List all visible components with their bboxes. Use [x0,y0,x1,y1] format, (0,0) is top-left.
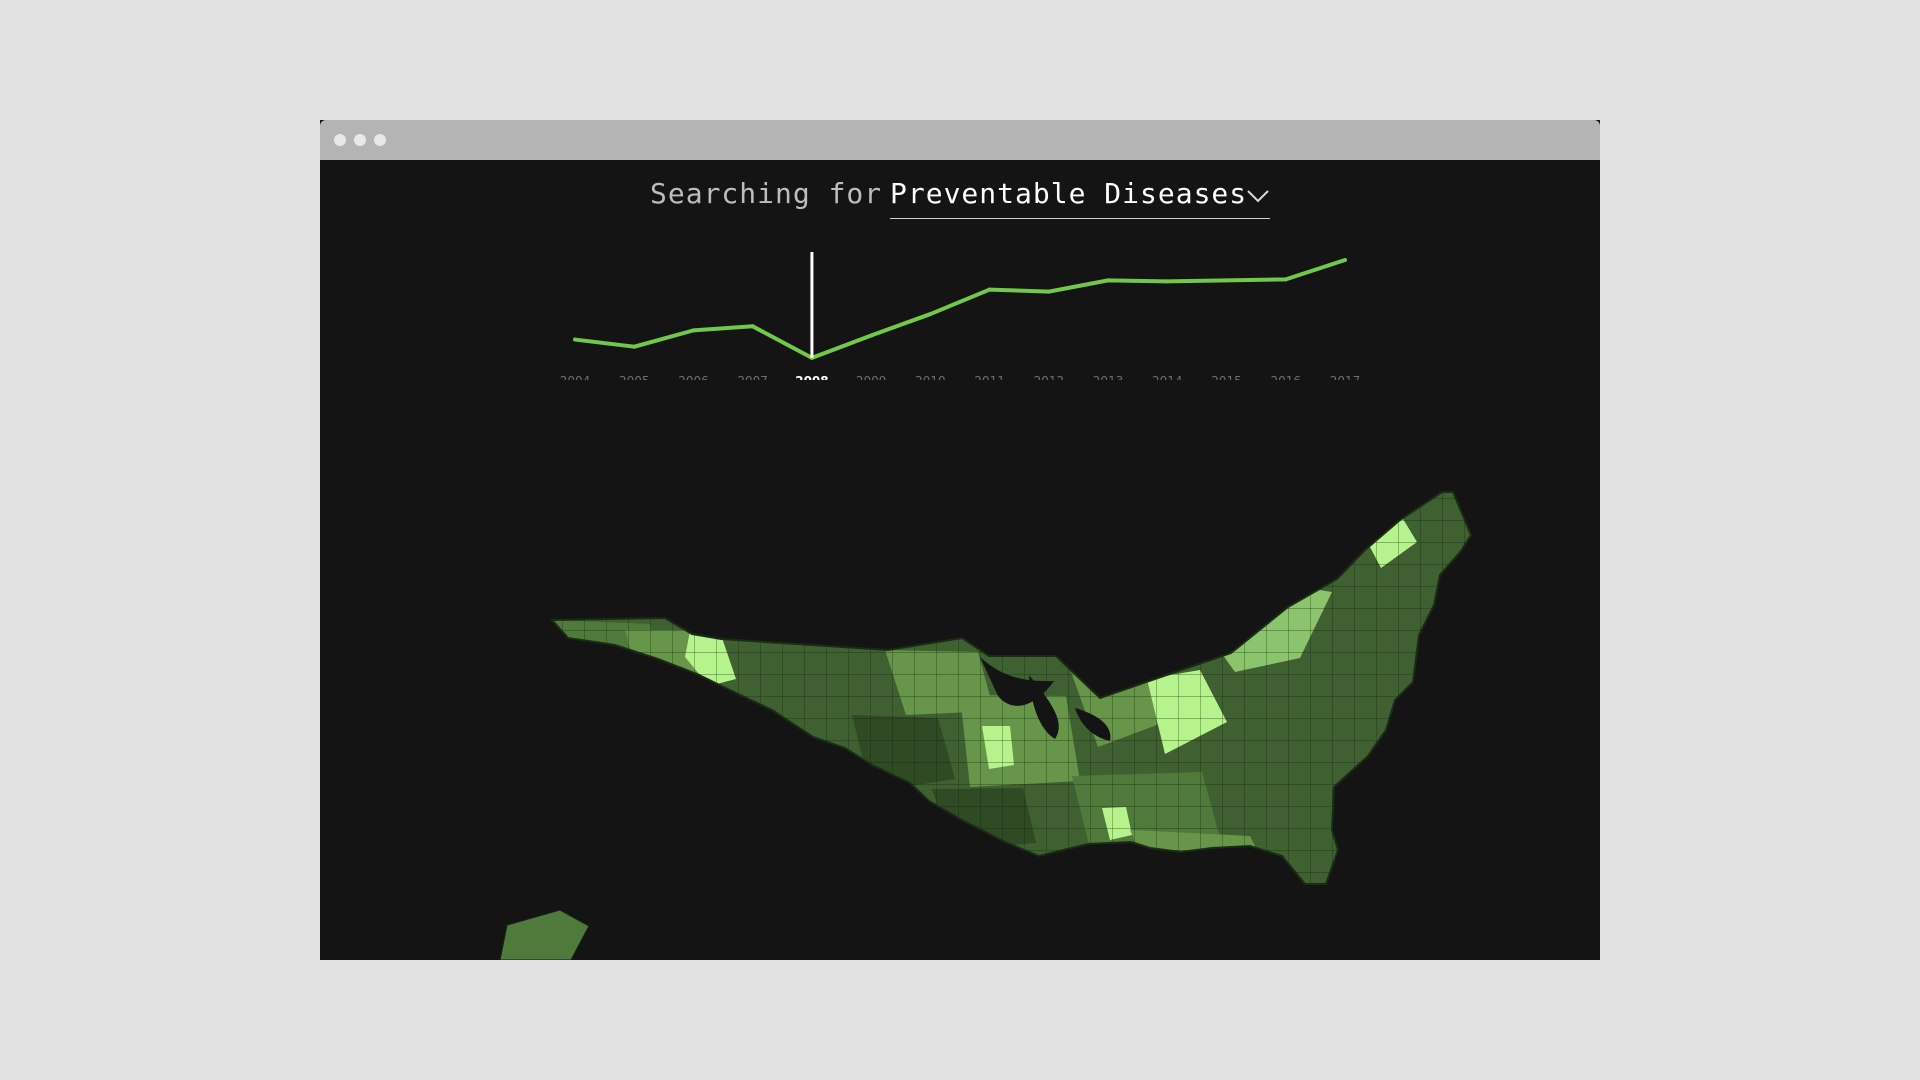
year-tick-2004[interactable]: 2004 [560,374,591,380]
year-tick-2012[interactable]: 2012 [1034,374,1065,380]
maximize-dot[interactable] [374,134,386,146]
trend-point-2016[interactable] [1283,277,1288,282]
search-value[interactable]: Preventable Diseases [890,177,1248,210]
central-valley-region [571,735,645,826]
county-borders [552,492,1471,884]
chart-layer: 2004 2005 2006 2007 2008 2009 2010 2011 2012 2013… [560,252,1361,380]
great-basin-region [657,704,780,786]
browser-titlebar [320,120,1600,160]
trend-point-2007[interactable] [750,324,755,329]
search-prefix: Searching for [650,177,883,210]
trend-point-2010[interactable] [928,312,933,317]
year-tick-2016[interactable]: 2016 [1270,374,1301,380]
trend-point-2013[interactable] [1106,278,1111,283]
us-outline [549,491,1473,885]
southern-california-highlight [620,810,692,859]
trend-point-2012[interactable] [1046,289,1051,294]
year-tick-2006[interactable]: 2006 [678,374,709,380]
year-tick-2008[interactable]: 2008 [795,374,828,380]
trend-series-line [574,258,1346,360]
nevada-desert-region [639,744,692,821]
trend-point-2015[interactable] [1224,278,1229,283]
browser-window: Searching for Preventable Diseases 20042… [320,120,1600,960]
southwest-region [721,800,826,884]
year-tick-2013[interactable]: 2013 [1093,374,1124,380]
trend-point-2011[interactable] [987,287,992,292]
us-county-map [499,491,1473,960]
disease-dropdown[interactable]: Preventable Diseases [890,170,1270,219]
year-tick-2009[interactable]: 2009 [856,374,887,380]
trend-point-2004[interactable] [573,337,577,342]
trend-line-chart: 2004 2005 2006 2007 2008 2009 2010 2011 2012 2013… [560,252,1361,380]
year-tick-2011[interactable]: 2011 [974,374,1005,380]
year-tick-2014[interactable]: 2014 [1152,374,1183,380]
chevron-down-icon[interactable] [1246,184,1270,208]
trend-point-2006[interactable] [691,328,696,333]
minimize-dot[interactable] [354,134,366,146]
page-content: Searching for Preventable Diseases 20042… [320,160,1600,960]
plains-region [808,800,910,884]
year-tick-2007[interactable]: 2007 [737,374,768,380]
year-tick-2015[interactable]: 2015 [1211,374,1242,380]
trend-point-2009[interactable] [869,333,874,338]
county-regions [552,492,1471,884]
year-tick-2017[interactable]: 2017 [1330,374,1361,380]
trend-point-2014[interactable] [1165,279,1170,284]
trend-point-2017[interactable] [1343,258,1347,262]
alaska-fragment [499,909,590,960]
pacific-region [560,651,640,706]
year-tick-2005[interactable]: 2005 [619,374,650,380]
year-tick-2010[interactable]: 2010 [915,374,946,380]
lake-huron [1075,708,1111,741]
lake-michigan [1029,675,1059,739]
close-dot[interactable] [334,134,346,146]
search-row: Searching for Preventable Diseases [320,160,1600,230]
trend-point-2005[interactable] [632,344,637,349]
